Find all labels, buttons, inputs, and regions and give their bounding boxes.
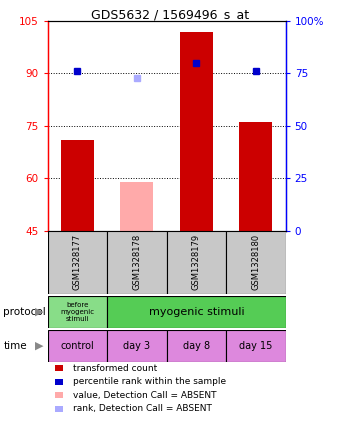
Bar [48, 296, 107, 328]
Text: before
myogenic
stimuli: before myogenic stimuli [60, 302, 95, 322]
Text: ▶: ▶ [35, 341, 44, 351]
Text: myogenic stimuli: myogenic stimuli [149, 307, 244, 317]
Text: time: time [3, 341, 27, 351]
Text: day 15: day 15 [239, 341, 273, 351]
Bar [61, 140, 94, 231]
Text: ▶: ▶ [35, 307, 44, 317]
Text: control: control [61, 341, 94, 351]
Text: transformed count: transformed count [73, 363, 157, 373]
Bar [167, 330, 226, 362]
Text: protocol: protocol [3, 307, 46, 317]
Bar [107, 231, 167, 294]
Bar [180, 32, 213, 231]
Text: day 3: day 3 [123, 341, 150, 351]
Text: GSM1328178: GSM1328178 [132, 234, 141, 290]
Text: rank, Detection Call = ABSENT: rank, Detection Call = ABSENT [73, 404, 212, 413]
Bar [239, 122, 272, 231]
Text: GSM1328177: GSM1328177 [73, 234, 82, 290]
Bar [226, 330, 286, 362]
Bar [107, 330, 167, 362]
Bar [48, 231, 107, 294]
Bar [107, 296, 286, 328]
Bar [167, 231, 226, 294]
Bar [226, 231, 286, 294]
Text: percentile rank within the sample: percentile rank within the sample [73, 377, 226, 386]
Text: GDS5632 / 1569496_s_at: GDS5632 / 1569496_s_at [91, 8, 249, 21]
Text: GSM1328179: GSM1328179 [192, 234, 201, 290]
Bar [120, 182, 153, 231]
Text: value, Detection Call = ABSENT: value, Detection Call = ABSENT [73, 390, 217, 400]
Bar [48, 330, 107, 362]
Text: day 8: day 8 [183, 341, 210, 351]
Text: GSM1328180: GSM1328180 [251, 234, 260, 290]
